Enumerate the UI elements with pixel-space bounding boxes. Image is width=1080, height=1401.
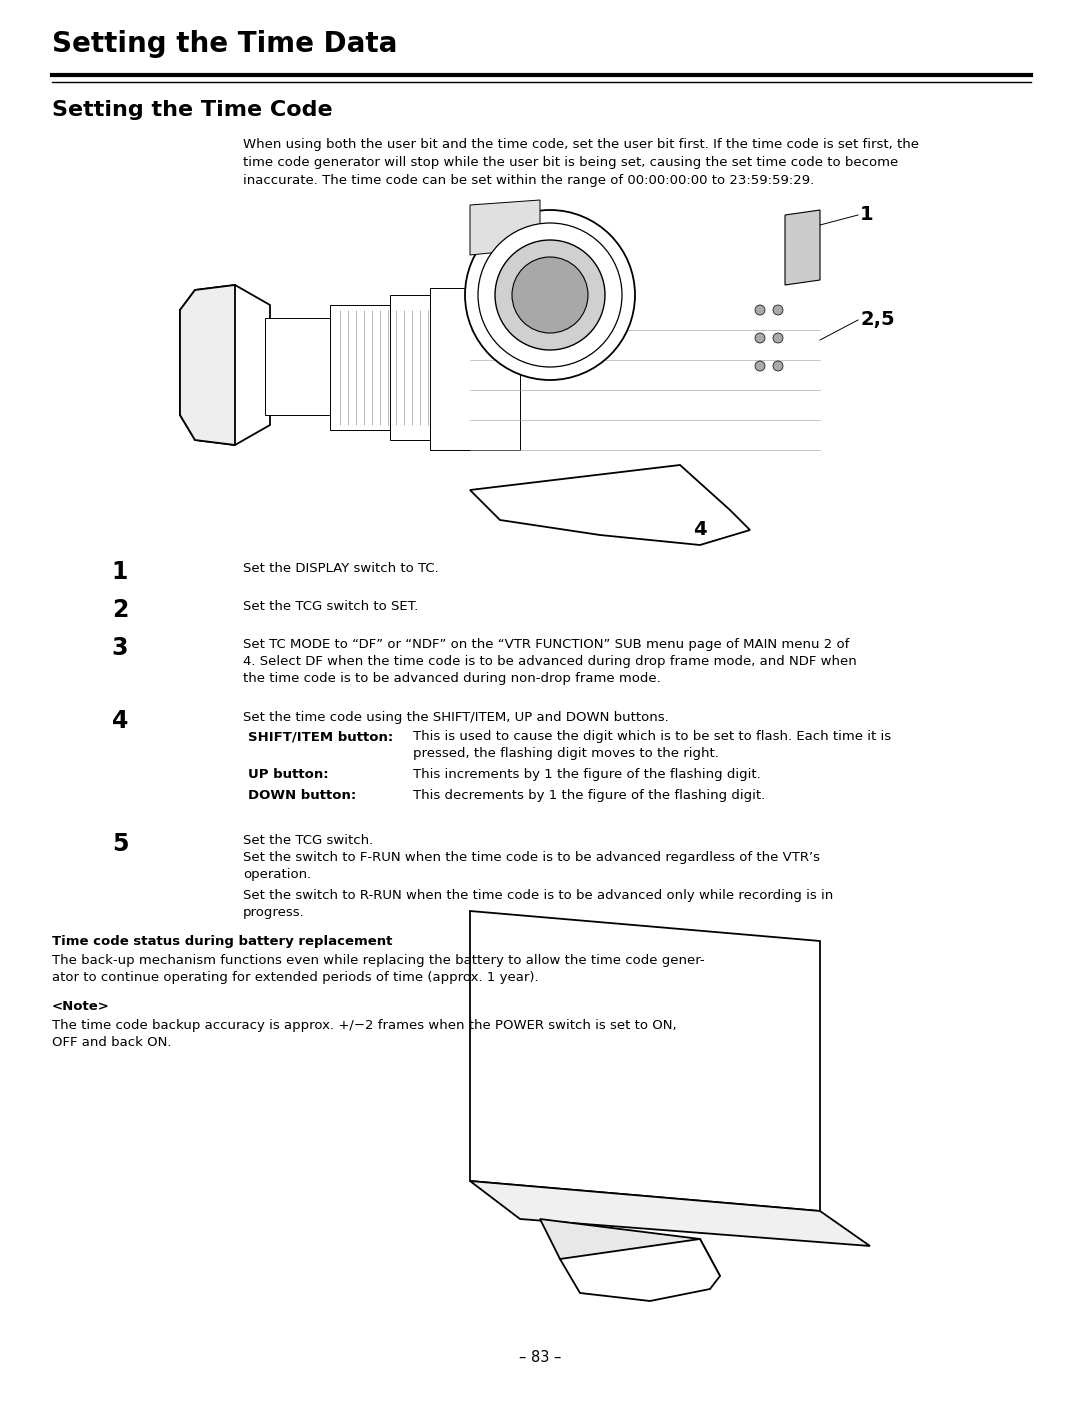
Circle shape [465,210,635,380]
Text: 4: 4 [112,709,129,733]
Text: This is used to cause the digit which is to be set to flash. Each time it is: This is used to cause the digit which is… [413,730,891,743]
Circle shape [478,223,622,367]
Polygon shape [180,284,270,446]
Circle shape [755,305,765,315]
Text: progress.: progress. [243,906,305,919]
Polygon shape [785,210,820,284]
Text: The time code backup accuracy is approx. +/−2 frames when the POWER switch is se: The time code backup accuracy is approx.… [52,1019,676,1033]
Text: 1: 1 [860,206,874,224]
Polygon shape [561,1238,720,1302]
Circle shape [773,361,783,371]
Text: time code generator will stop while the user bit is being set, causing the set t: time code generator will stop while the … [243,156,899,170]
Text: operation.: operation. [243,869,311,881]
Text: 2,5: 2,5 [860,311,894,329]
Text: the time code is to be advanced during non-drop frame mode.: the time code is to be advanced during n… [243,672,661,685]
Circle shape [755,333,765,343]
Circle shape [773,305,783,315]
Circle shape [773,333,783,343]
Text: Set the time code using the SHIFT/ITEM, UP and DOWN buttons.: Set the time code using the SHIFT/ITEM, … [243,710,669,724]
Text: 4: 4 [693,520,706,539]
Polygon shape [470,911,820,1210]
Polygon shape [470,200,540,255]
Text: 1: 1 [112,560,129,584]
Text: Set the switch to R-RUN when the time code is to be advanced only while recordin: Set the switch to R-RUN when the time co… [243,890,834,902]
Text: Time code status during battery replacement: Time code status during battery replacem… [52,934,392,948]
Circle shape [512,256,588,333]
Text: DOWN button:: DOWN button: [248,789,356,801]
Polygon shape [330,305,430,430]
Circle shape [495,240,605,350]
Circle shape [755,361,765,371]
Text: The back-up mechanism functions even while replacing the battery to allow the ti: The back-up mechanism functions even whi… [52,954,704,967]
Text: OFF and back ON.: OFF and back ON. [52,1035,172,1049]
Text: Set the switch to F-RUN when the time code is to be advanced regardless of the V: Set the switch to F-RUN when the time co… [243,850,820,864]
Text: This increments by 1 the figure of the flashing digit.: This increments by 1 the figure of the f… [413,768,760,780]
Polygon shape [430,289,519,450]
Text: <Note>: <Note> [52,1000,110,1013]
Polygon shape [540,1219,720,1276]
Text: UP button:: UP button: [248,768,328,780]
Polygon shape [470,261,620,319]
Text: Setting the Time Code: Setting the Time Code [52,99,333,120]
Text: pressed, the flashing digit moves to the right.: pressed, the flashing digit moves to the… [413,747,719,759]
Text: 3: 3 [112,636,129,660]
Polygon shape [470,465,750,545]
Polygon shape [390,296,470,440]
Text: When using both the user bit and the time code, set the user bit first. If the t: When using both the user bit and the tim… [243,139,919,151]
Polygon shape [180,284,235,446]
Text: Set the DISPLAY switch to TC.: Set the DISPLAY switch to TC. [243,562,438,574]
Text: Set the TCG switch.: Set the TCG switch. [243,834,374,848]
Text: 5: 5 [112,832,129,856]
Text: 4. Select DF when the time code is to be advanced during drop frame mode, and ND: 4. Select DF when the time code is to be… [243,656,856,668]
Text: Set the TCG switch to SET.: Set the TCG switch to SET. [243,600,418,614]
Text: SHIFT/ITEM button:: SHIFT/ITEM button: [248,730,393,743]
Text: This decrements by 1 the figure of the flashing digit.: This decrements by 1 the figure of the f… [413,789,766,801]
Text: Set TC MODE to “DF” or “NDF” on the “VTR FUNCTION” SUB menu page of MAIN menu 2 : Set TC MODE to “DF” or “NDF” on the “VTR… [243,637,849,651]
Polygon shape [265,318,380,415]
Text: – 83 –: – 83 – [518,1351,562,1365]
Text: ator to continue operating for extended periods of time (approx. 1 year).: ator to continue operating for extended … [52,971,539,984]
Text: 2: 2 [112,598,129,622]
Polygon shape [470,1181,870,1245]
Text: Setting the Time Data: Setting the Time Data [52,29,397,57]
Text: inaccurate. The time code can be set within the range of 00:00:00:00 to 23:59:59: inaccurate. The time code can be set wit… [243,174,814,186]
